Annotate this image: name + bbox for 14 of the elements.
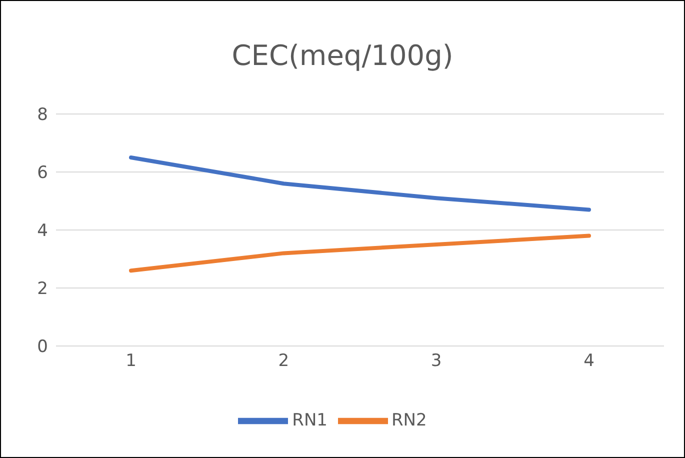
- line-series: [129, 234, 591, 273]
- x-tick-label: 1: [126, 351, 136, 372]
- x-tick-label: 3: [430, 351, 442, 372]
- y-tick-label: 8: [37, 105, 48, 126]
- y-tick-label: 0: [37, 337, 48, 358]
- x-tick-label: 2: [278, 351, 290, 372]
- legend-label: RN1: [292, 410, 328, 431]
- line-series: [129, 156, 591, 212]
- chart-title: CEC(meq/100g): [230, 39, 454, 72]
- legend-label: RN2: [392, 410, 427, 431]
- y-tick-label: 6: [37, 163, 48, 184]
- y-tick-label: 2: [37, 279, 48, 300]
- x-tick-label: 4: [584, 351, 594, 372]
- y-tick-label: 4: [37, 221, 48, 242]
